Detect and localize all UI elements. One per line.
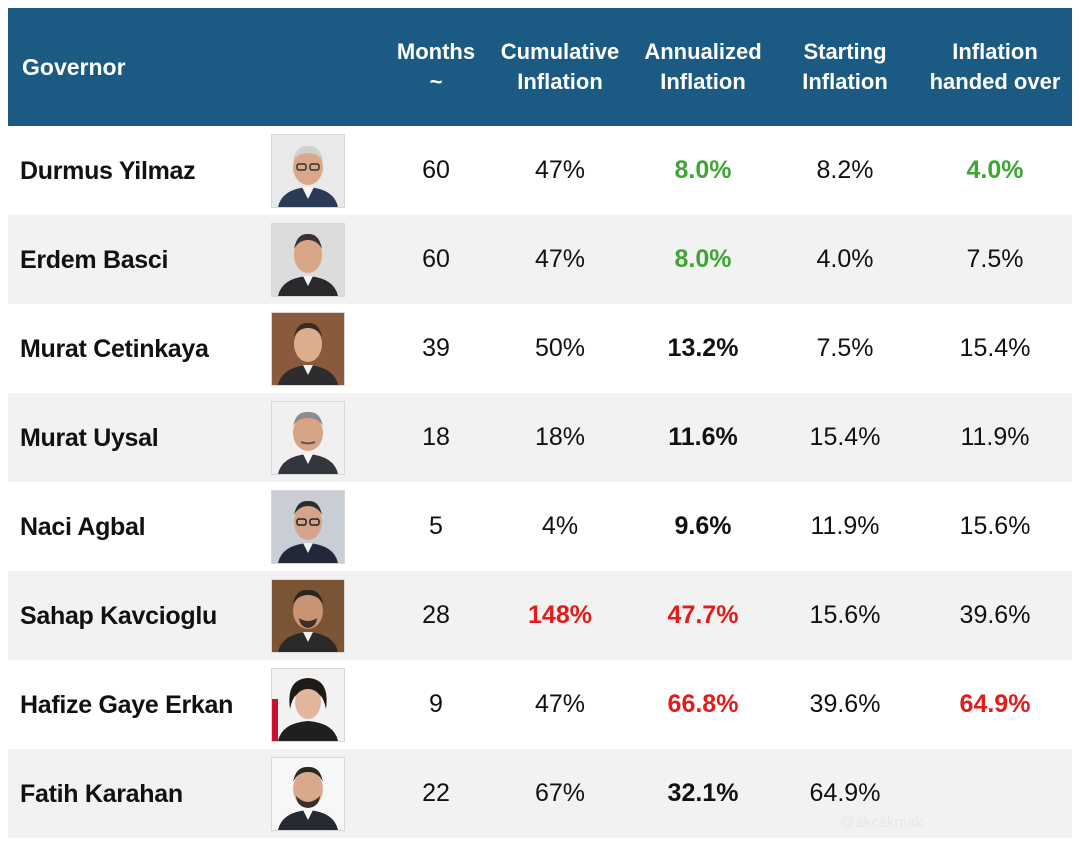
governors-inflation-table: Governor Months ~ Cumulative Inflation A…: [8, 8, 1072, 838]
portrait-icon: [271, 578, 345, 653]
header-months: Months ~: [386, 8, 486, 126]
portrait-icon: [271, 311, 345, 386]
annualized-inflation-value: 32.1%: [667, 779, 739, 807]
table-row: Murat Cetinkaya 39 50% 13.2% 7.5% 15.4%: [8, 304, 1072, 393]
months-value: 28: [422, 601, 450, 629]
governor-name: Naci Agbal: [20, 512, 146, 541]
header-starting-line-1: Starting: [803, 39, 887, 64]
inflation-handed-over-value: 4.0%: [966, 156, 1024, 184]
table-row: Murat Uysal 18 18% 11.6% 15.4% 11.9%: [8, 393, 1072, 482]
header-cumulative-line-1: Cumulative: [500, 39, 620, 64]
header-annualized-line-1: Annualized: [644, 39, 762, 64]
months-value: 60: [422, 245, 450, 273]
portrait-icon: [271, 756, 345, 831]
months-value: 5: [429, 512, 443, 540]
header-annualized-line-2: Inflation: [660, 69, 746, 94]
starting-inflation-value: 4.0%: [816, 245, 874, 273]
governor-name: Murat Uysal: [20, 423, 159, 452]
photo-cell: [256, 571, 386, 660]
portrait-icon: [271, 222, 345, 297]
portrait-icon: [271, 133, 345, 208]
portrait-icon: [271, 400, 345, 475]
annualized-inflation-value: 13.2%: [667, 334, 739, 362]
months-value: 22: [422, 779, 450, 807]
starting-inflation-value: 15.4%: [809, 423, 881, 451]
header-months-line-1: Months: [396, 39, 476, 64]
governor-name: Durmus Yilmaz: [20, 156, 196, 185]
header-row: Governor Months ~ Cumulative Inflation A…: [8, 8, 1072, 126]
table-row: Naci Agbal 5 4% 9.6% 11.9% 15.6%: [8, 482, 1072, 571]
inflation-handed-over-value: 11.9%: [960, 423, 1030, 451]
header-starting-line-2: Inflation: [802, 69, 888, 94]
annualized-inflation-value: 8.0%: [674, 245, 732, 273]
cumulative-inflation-value: 148%: [528, 601, 592, 629]
cumulative-inflation-value: 18%: [534, 423, 586, 451]
cumulative-inflation-value: 47%: [534, 690, 586, 718]
header-starting-inflation: Starting Inflation: [772, 8, 918, 126]
watermark: @akcakmak: [840, 814, 923, 831]
table-row: Fatih Karahan 22 67% 32.1% 64.9%: [8, 749, 1072, 838]
governor-name: Sahap Kavcioglu: [20, 601, 217, 630]
cumulative-inflation-value: 47%: [534, 156, 586, 184]
header-governor: Governor: [22, 54, 126, 80]
header-handed-over-line-1: Inflation: [952, 39, 1038, 64]
photo-cell: [256, 482, 386, 571]
inflation-handed-over-value: 15.4%: [959, 334, 1031, 362]
governor-name: Erdem Basci: [20, 245, 169, 274]
months-value: 18: [422, 423, 450, 451]
header-cumulative-line-2: Inflation: [517, 69, 603, 94]
cumulative-inflation-value: 67%: [534, 779, 586, 807]
cumulative-inflation-value: 4%: [541, 512, 579, 540]
table-row: Durmus Yilmaz 60 47% 8.0% 8.2% 4.0%: [8, 126, 1072, 215]
header-inflation-handed-over: Inflation handed over: [918, 8, 1072, 126]
header-handed-over-line-2: handed over: [929, 69, 1061, 94]
portrait-icon: [271, 489, 345, 564]
governor-name: Fatih Karahan: [20, 779, 183, 808]
photo-cell: [256, 393, 386, 482]
months-value: 39: [422, 334, 450, 362]
annualized-inflation-value: 66.8%: [667, 690, 739, 718]
starting-inflation-value: 15.6%: [809, 601, 881, 629]
table-body: Durmus Yilmaz 60 47% 8.0% 8.2% 4.0% Erde…: [8, 126, 1072, 838]
photo-cell: [256, 304, 386, 393]
photo-cell: [256, 215, 386, 304]
cumulative-inflation-value: 50%: [534, 334, 586, 362]
starting-inflation-value: 39.6%: [809, 690, 881, 718]
months-value: 60: [422, 156, 450, 184]
portrait-icon: [271, 667, 345, 742]
inflation-handed-over-value: [918, 749, 1072, 838]
annualized-inflation-value: 8.0%: [674, 156, 732, 184]
header-months-line-2: ~: [429, 69, 443, 94]
table-header: Governor Months ~ Cumulative Inflation A…: [8, 8, 1072, 126]
inflation-handed-over-value: 64.9%: [959, 690, 1031, 718]
governor-name: Murat Cetinkaya: [20, 334, 209, 363]
starting-inflation-value: 7.5%: [816, 334, 874, 362]
starting-inflation-value: 11.9%: [810, 512, 880, 540]
annualized-inflation-value: 9.6%: [674, 512, 732, 540]
inflation-handed-over-value: 15.6%: [959, 512, 1031, 540]
annualized-inflation-value: 11.6%: [668, 423, 738, 451]
starting-inflation-value: 64.9%: [809, 779, 881, 807]
photo-cell: [256, 749, 386, 838]
cumulative-inflation-value: 47%: [534, 245, 586, 273]
photo-cell: [256, 126, 386, 215]
starting-inflation-value: 8.2%: [816, 156, 874, 184]
header-annualized-inflation: Annualized Inflation: [634, 8, 772, 126]
inflation-handed-over-value: 7.5%: [966, 245, 1024, 273]
header-cumulative-inflation: Cumulative Inflation: [486, 8, 634, 126]
photo-cell: [256, 660, 386, 749]
months-value: 9: [429, 690, 443, 718]
table-row: Hafize Gaye Erkan 9 47% 66.8% 39.6% 64.9…: [8, 660, 1072, 749]
inflation-handed-over-value: 39.6%: [959, 601, 1031, 629]
table-row: Sahap Kavcioglu 28 148% 47.7% 15.6% 39.6…: [8, 571, 1072, 660]
annualized-inflation-value: 47.7%: [667, 601, 739, 629]
governor-name: Hafize Gaye Erkan: [20, 690, 234, 719]
table-row: Erdem Basci 60 47% 8.0% 4.0% 7.5%: [8, 215, 1072, 304]
